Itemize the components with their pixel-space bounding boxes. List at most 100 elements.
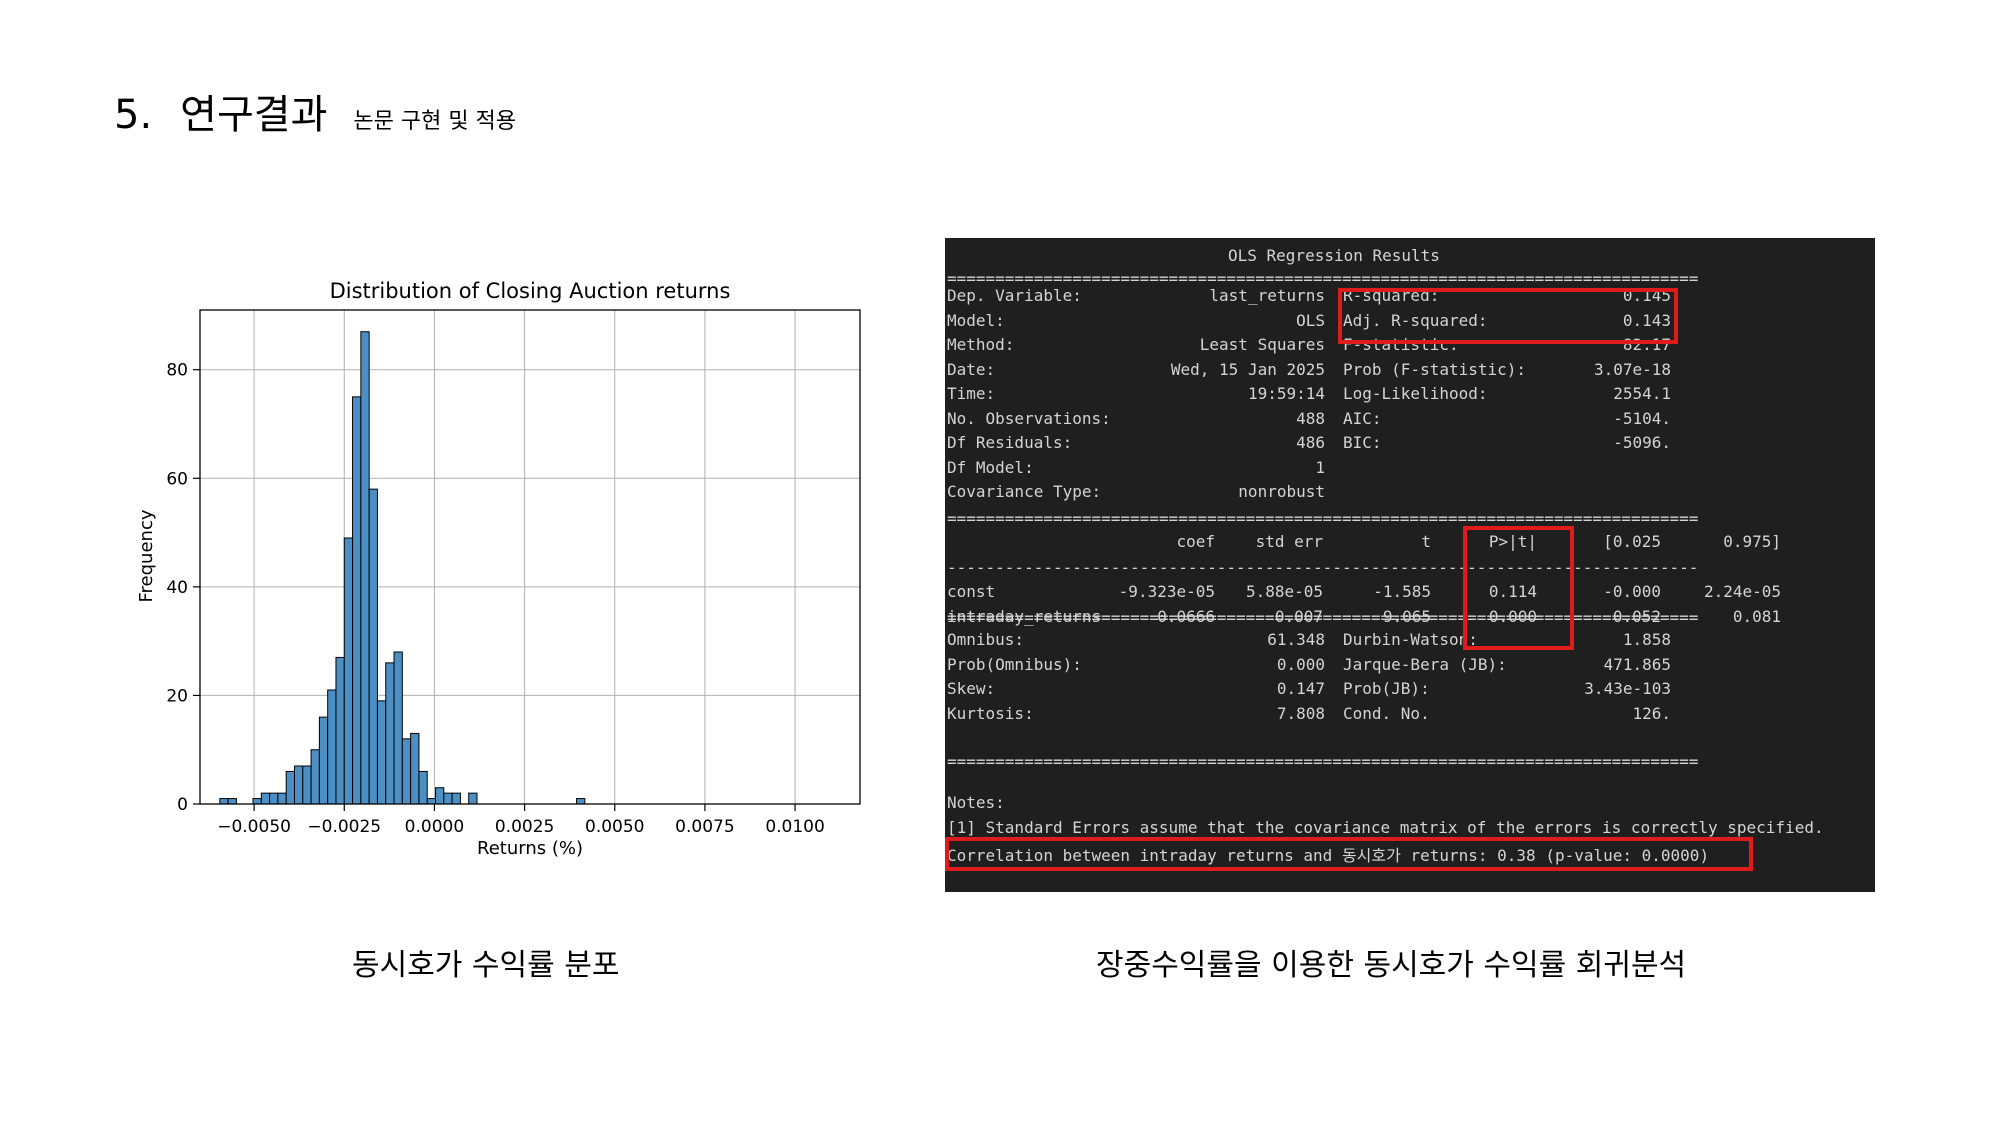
histogram-bar-21 [410, 732, 420, 805]
diag-left-value: 0.000 [1276, 654, 1325, 674]
histogram-bar-14 [352, 396, 362, 805]
coef-cell: -0.000 [1603, 582, 1661, 601]
ols-results-panel: OLS Regression Results =================… [945, 238, 1875, 892]
x-tick-label: 0.0075 [675, 817, 734, 837]
diag-right-value: 3.43e-103 [1584, 679, 1671, 698]
histogram-bar-23 [426, 798, 437, 805]
histogram-bar-28 [576, 798, 586, 805]
summary-right-label: Log-Likelihood: [1343, 384, 1488, 403]
diag-right-label: Durbin-Watson: [1343, 630, 1478, 649]
summary-left-label: Method: [947, 335, 1015, 354]
diag-right-label: Cond. No. [1343, 703, 1430, 723]
y-tick-label: 80 [166, 361, 188, 381]
histogram-bars [219, 331, 586, 805]
coef-cell: 0.052 [1612, 606, 1661, 626]
summary-right-label: Prob (F-statistic): [1343, 359, 1527, 379]
rule-coef-top: ========================================… [947, 509, 1699, 528]
summary-left-label: Date: [947, 359, 996, 379]
diag-left-label: Omnibus: [947, 630, 1025, 649]
highlight-correlation [945, 837, 1753, 871]
notes-title: Notes: [947, 793, 1005, 812]
coef-cell: 0.081 [1732, 606, 1781, 626]
summary-left-value: OLS [1296, 310, 1325, 330]
summary-left-value: Least Squares [1199, 335, 1325, 354]
diag-left-value: 7.808 [1276, 703, 1325, 723]
summary-left-label: No. Observations: [947, 408, 1111, 428]
coef-cell: 0.007 [1274, 606, 1323, 626]
y-axis-ticks: 0 20 40 60 80 [166, 361, 200, 815]
diag-left-label: Kurtosis: [947, 703, 1034, 723]
histogram-bar-12 [335, 656, 345, 805]
histogram-bar-26 [451, 792, 461, 805]
histogram-bar-22 [418, 770, 428, 805]
x-axis-ticks: −0.0050 −0.0025 0.0000 0.0025 0.0050 0.0075 0.… [217, 804, 825, 837]
summary-left-value: nonrobust [1238, 482, 1325, 501]
coef-header: 0.975] [1723, 532, 1781, 551]
summary-right-value: 82.17 [1622, 335, 1671, 354]
summary-left-label: Dep. Variable: [947, 286, 1082, 305]
diag-right-value: 1.858 [1622, 630, 1671, 649]
summary-left-label: Df Residuals: [947, 433, 1073, 452]
rule-diag-bottom: ========================================… [947, 752, 1699, 771]
histogram-bar-0 [219, 798, 229, 805]
coef-header: [0.025 [1603, 532, 1661, 551]
coef-cell: -1.585 [1373, 582, 1431, 601]
caption-regression: 장중수익률을 이용한 동시호가 수익률 회귀분석 [1096, 948, 1687, 983]
highlight-r-squared [1338, 288, 1678, 344]
summary-right-value: 0.143 [1622, 310, 1671, 330]
histogram-bar-16 [368, 488, 378, 805]
histogram-bar-8 [302, 765, 312, 805]
summary-left-label: Model: [947, 310, 1005, 330]
histogram-bar-27 [468, 792, 478, 805]
x-tick-label: 0.0000 [405, 817, 464, 837]
section-subtitle: 논문 구현 및 적용 [353, 109, 517, 134]
histogram-bar-17 [376, 700, 387, 805]
highlight-p-values [1463, 526, 1574, 650]
histogram-bar-5 [277, 792, 287, 805]
summary-right-label: BIC: [1343, 433, 1382, 452]
histogram-bar-3 [260, 792, 271, 805]
summary-right-value: 2554.1 [1613, 384, 1671, 403]
diag-left-label: Prob(Omnibus): [947, 654, 1082, 674]
x-tick-label: −0.0025 [307, 817, 381, 837]
x-tick-label: 0.0025 [495, 817, 554, 837]
y-tick-label: 60 [166, 469, 188, 489]
y-tick-label: 0 [177, 795, 188, 815]
coef-cell: -9.323e-05 [1118, 582, 1215, 601]
y-tick-label: 40 [166, 578, 188, 598]
y-tick-label: 20 [166, 686, 188, 706]
x-tick-label: −0.0050 [217, 817, 291, 837]
coef-row-name: intraday_returns [947, 606, 1102, 626]
coef-header: t [1421, 532, 1431, 551]
summary-right-label: F-statistic: [1343, 335, 1459, 354]
histogram-bar-9 [310, 749, 320, 805]
chart-grid [200, 310, 860, 805]
coef-header: std err [1255, 532, 1323, 551]
coef-header: coef [1176, 532, 1215, 551]
section-title: 연구결과 [180, 92, 328, 138]
histogram-bar-7 [293, 765, 304, 805]
summary-right-value: -5096. [1613, 433, 1671, 452]
diag-left-label: Skew: [947, 679, 996, 698]
diag-right-label: Prob(JB): [1343, 679, 1430, 698]
coef-cell: 0.000 [1488, 606, 1537, 626]
histogram-bar-24 [435, 787, 445, 805]
coef-cell: 2.24e-05 [1703, 582, 1781, 601]
diag-left-value: 0.147 [1276, 679, 1325, 698]
coef-cell: 5.88e-05 [1245, 582, 1323, 601]
rule-diag-top: ========================================… [947, 608, 1699, 627]
histogram-bar-13 [343, 537, 354, 805]
caption-histogram: 동시호가 수익률 분포 [352, 948, 620, 983]
summary-right-value: -5104. [1613, 408, 1671, 428]
summary-right-label: AIC: [1343, 408, 1382, 428]
summary-left-value: last_returns [1209, 286, 1325, 305]
rule-top: ========================================… [947, 269, 1699, 288]
histogram-bar-4 [269, 792, 279, 805]
plot-frame [199, 309, 861, 805]
x-tick-label: 0.0100 [765, 817, 824, 837]
summary-left-label: Covariance Type: [947, 482, 1102, 501]
rule-coef-dash: ----------------------------------------… [947, 558, 1699, 577]
summary-left-value: 1 [1315, 457, 1325, 477]
ols-title: OLS Regression Results [1228, 246, 1440, 265]
summary-left-value: 488 [1296, 408, 1325, 428]
